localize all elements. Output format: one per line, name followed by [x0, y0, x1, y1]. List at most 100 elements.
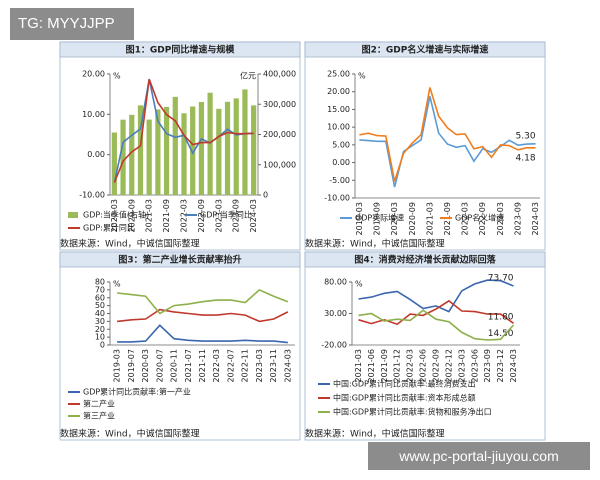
x-tick-label: 2019-09	[373, 202, 382, 235]
x-tick-label: 2020-03	[141, 349, 150, 382]
x-tick-label: 2022-09	[432, 349, 441, 382]
x-tick-label: 2023-09	[232, 199, 241, 232]
bar	[137, 105, 144, 195]
y-unit: %	[113, 280, 121, 289]
x-tick-label: 2023-09	[513, 202, 522, 235]
y-tick-label: 15.00	[327, 105, 350, 114]
y-tick-label: -10.00	[79, 191, 105, 200]
y-tick-label: 60	[95, 293, 105, 302]
bar	[163, 106, 170, 195]
x-tick-label: 2023-09	[483, 349, 492, 382]
panel-title: 图2：GDP名义增速与实际增速	[362, 44, 489, 56]
y-tick-label: 40	[95, 309, 105, 318]
legend-label: GDP:累计同比	[83, 223, 135, 233]
x-tick-label: 2019-03	[113, 349, 122, 382]
y-tick-label: 80.00	[324, 278, 347, 287]
line-series	[358, 299, 514, 326]
watermark-url: www.pc-portal-jiuyou.com	[368, 442, 590, 470]
x-tick-label: 2023-03	[255, 349, 264, 382]
legend-label: GDP实际增速	[355, 213, 404, 223]
y2-unit: 亿元	[240, 71, 256, 81]
bar	[198, 101, 205, 195]
x-tick-label: 2023-06	[470, 349, 479, 382]
x-tick-label: 2020-11	[170, 349, 179, 382]
value-label: 4.18	[516, 153, 536, 163]
value-label: 5.30	[516, 131, 536, 141]
line-series	[113, 78, 254, 183]
legend-label: 第三产业	[83, 411, 115, 421]
bar	[129, 114, 135, 195]
panel-title: 图1：GDP同比增速与规模	[126, 44, 236, 56]
x-tick-label: 2021-07	[184, 349, 193, 382]
line-series	[117, 324, 288, 344]
source-note: 数据来源：Wind，中诚信国际整理	[305, 428, 445, 440]
x-tick-label: 2021-06	[367, 349, 376, 382]
x-tick-label: 2020-03	[110, 199, 119, 232]
x-tick-label: 2022-03	[180, 199, 189, 232]
x-tick-label: 2021-12	[393, 349, 402, 382]
y-tick-label: 70	[95, 285, 105, 294]
value-label: 73.70	[488, 273, 514, 283]
value-label: 11.80	[488, 312, 514, 322]
x-tick-label: 2022-12	[444, 349, 453, 382]
bar	[224, 101, 231, 195]
line-series	[117, 308, 289, 323]
x-tick-label: 2022-03	[406, 349, 415, 382]
title-bar	[59, 41, 301, 58]
x-tick-label: 2021-03	[145, 199, 154, 232]
x-tick-label: 2022-07	[226, 349, 235, 382]
y-tick-label: -20.00	[321, 341, 347, 350]
x-tick-label: 2024-03	[249, 199, 258, 232]
line-series	[359, 87, 536, 182]
x-tick-label: 2019-07	[127, 349, 136, 382]
y-tick-label: 25.00	[327, 70, 350, 79]
x-tick-label: 2021-03	[354, 349, 363, 382]
x-tick-label: 2019-03	[355, 202, 364, 235]
y-tick-label: 20	[95, 325, 105, 334]
y2-tick-label: 200,000	[263, 130, 296, 139]
source-note: 数据来源：Wind，中诚信国际整理	[60, 238, 200, 250]
panel-title: 图4：消费对经济增长贡献边际回落	[354, 254, 496, 266]
y-tick-label: 0.00	[332, 158, 350, 167]
source-note: 数据来源：Wind，中诚信国际整理	[305, 238, 445, 250]
line-series	[359, 96, 536, 188]
x-tick-label: 2024-03	[531, 202, 540, 235]
x-tick-label: 2022-03	[461, 202, 470, 235]
x-tick-label: 2021-03	[425, 202, 434, 235]
x-tick-label: 2020-09	[408, 202, 417, 235]
y-tick-label: -5.00	[329, 176, 350, 185]
title-bar	[304, 41, 546, 58]
bar	[181, 113, 187, 195]
legend-label: GDP:当季同比	[200, 210, 252, 220]
line-series	[117, 288, 289, 315]
bar	[111, 132, 117, 195]
legend-label: GDP累计同比贡献率:第一产业	[83, 387, 191, 397]
y2-tick-label: 400,000	[263, 70, 296, 79]
x-tick-label: 2023-12	[496, 349, 505, 382]
value-label: 14.50	[488, 329, 514, 339]
x-tick-label: 2024-03	[283, 349, 292, 382]
y2-tick-label: 300,000	[263, 100, 296, 109]
bar	[146, 119, 152, 195]
x-tick-label: 2020-09	[127, 199, 136, 232]
y-unit: %	[358, 72, 366, 81]
bar	[155, 109, 161, 195]
x-tick-label: 2022-11	[241, 349, 250, 382]
source-note: 数据来源：Wind，中诚信国际整理	[60, 428, 200, 440]
title-bar	[59, 251, 301, 268]
y2-tick-label: 0	[263, 191, 268, 200]
y-tick-label: 20.00	[82, 70, 105, 79]
y-tick-label: 0	[100, 341, 105, 350]
x-tick-label: 2021-09	[162, 199, 171, 232]
x-tick-label: 2023-11	[269, 349, 278, 382]
x-tick-label: 2022-06	[419, 349, 428, 382]
bar	[216, 108, 222, 195]
legend-label: 中国:GDP累计同比贡献率:资本形成总额	[333, 393, 476, 403]
y-tick-label: 30.00	[324, 309, 347, 318]
y-unit: %	[355, 280, 363, 289]
y2-tick-label: 100,000	[263, 160, 296, 169]
legend-label: 第二产业	[83, 399, 115, 409]
x-tick-label: 2020-07	[155, 349, 164, 382]
bar	[172, 96, 178, 195]
